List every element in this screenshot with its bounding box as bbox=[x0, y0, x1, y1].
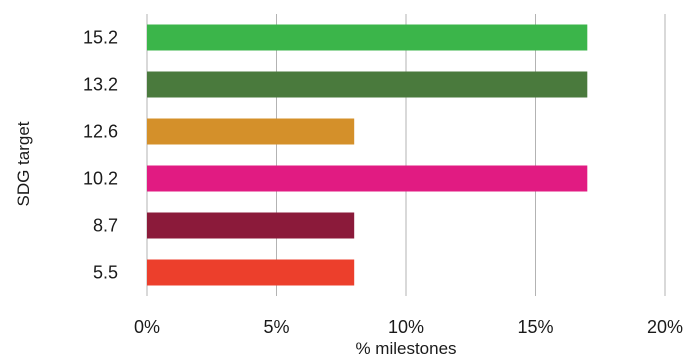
bar-12-6 bbox=[147, 118, 355, 145]
bar-13-2 bbox=[147, 71, 588, 98]
gridlines bbox=[146, 14, 666, 296]
bar-5-5 bbox=[147, 259, 355, 286]
category-label: 10.2 bbox=[83, 169, 118, 189]
x-tick-labels: 0% 5% 10% 15% 20% bbox=[134, 317, 683, 337]
category-labels: 15.2 13.2 12.6 10.2 8.7 5.5 bbox=[83, 28, 118, 283]
category-label: 8.7 bbox=[93, 216, 118, 236]
bars bbox=[147, 24, 588, 286]
bar-8-7 bbox=[147, 212, 355, 239]
x-tick-label: 10% bbox=[388, 317, 424, 337]
category-label: 12.6 bbox=[83, 122, 118, 142]
x-tick-label: 0% bbox=[134, 317, 160, 337]
x-tick-label: 15% bbox=[517, 317, 553, 337]
x-axis-title: % milestones bbox=[355, 339, 456, 358]
y-axis-title: SDG target bbox=[14, 121, 33, 206]
bar-10-2 bbox=[147, 165, 588, 192]
category-label: 15.2 bbox=[83, 28, 118, 48]
x-tick-label: 5% bbox=[263, 317, 289, 337]
category-label: 5.5 bbox=[93, 263, 118, 283]
x-tick-label: 20% bbox=[647, 317, 683, 337]
bar-15-2 bbox=[147, 24, 588, 51]
category-label: 13.2 bbox=[83, 75, 118, 95]
